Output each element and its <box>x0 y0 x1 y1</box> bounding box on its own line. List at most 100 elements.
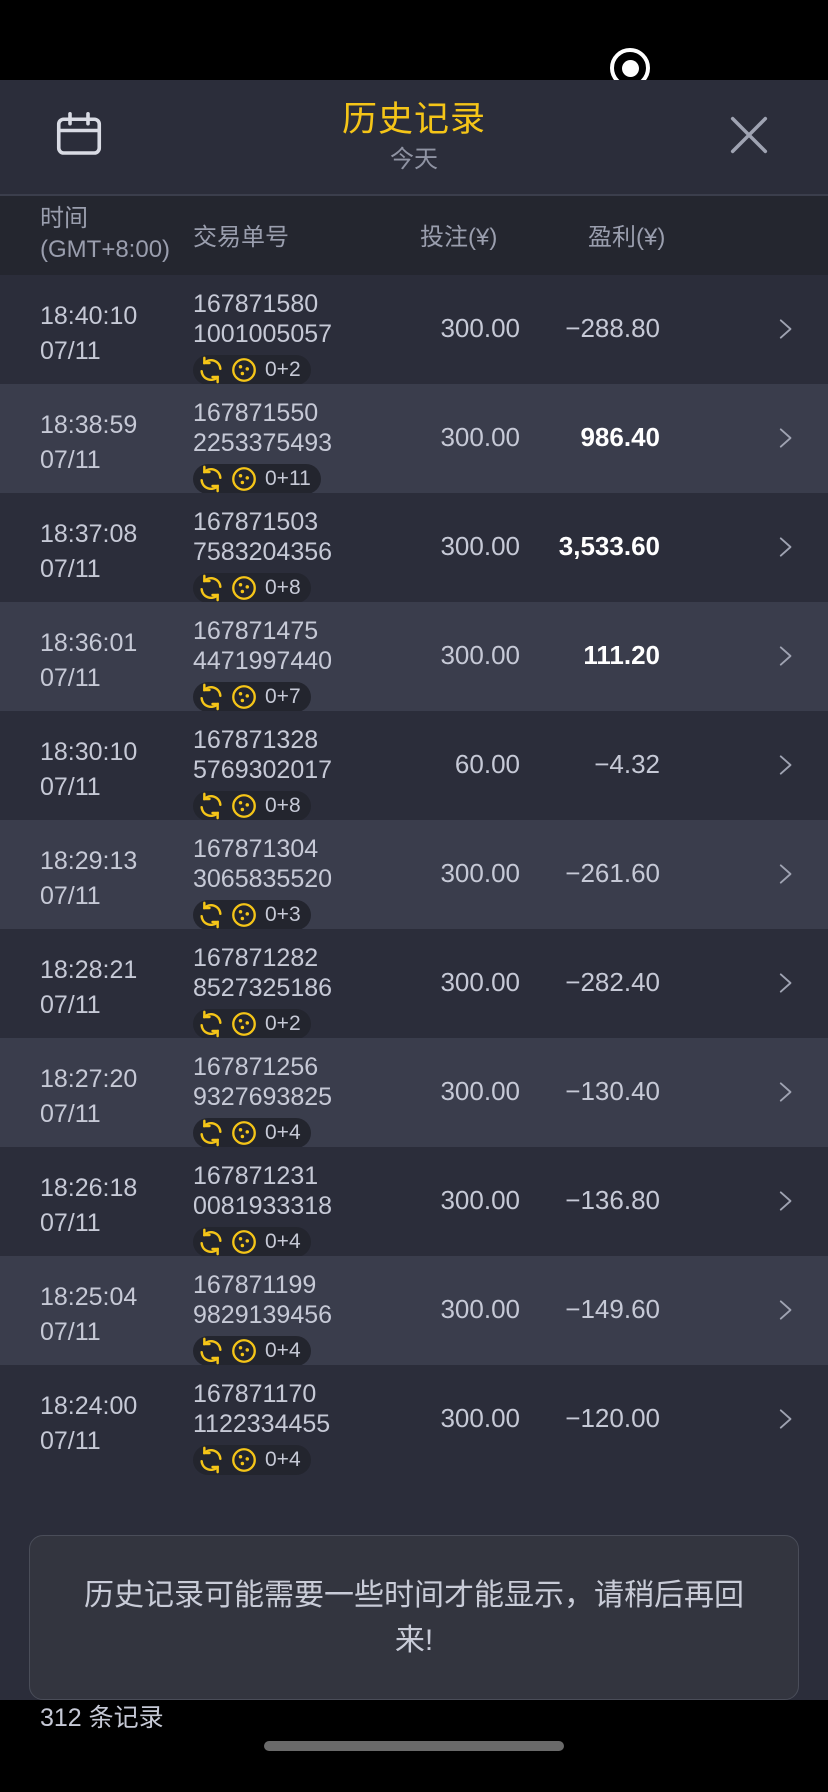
row-time: 18:24:00 07/11 <box>40 1389 190 1458</box>
row-badge[interactable]: 0+7 <box>193 682 311 712</box>
row-profit-amount: −149.60 <box>565 1294 660 1324</box>
row-badge[interactable]: 0+4 <box>193 1118 311 1148</box>
table-row[interactable]: 18:30:10 07/11 167871328 5769302017 0+8 60.00… <box>0 711 828 821</box>
row-badge[interactable]: 0+3 <box>193 900 311 930</box>
row-time: 18:25:04 07/11 <box>40 1280 190 1349</box>
row-order-line1: 167871199 <box>193 1271 317 1299</box>
row-time: 18:29:13 07/11 <box>40 844 190 913</box>
column-header-time-label: 时间 <box>40 205 88 232</box>
page-title: 历史记录 <box>341 100 486 139</box>
row-profit-amount: −136.80 <box>565 1185 660 1215</box>
chevron-right-icon[interactable] <box>766 636 802 676</box>
chevron-right-icon[interactable] <box>766 1399 802 1439</box>
table-column-headers: 时间 (GMT+8:00) 交易单号 投注(¥) 盈利(¥) <box>0 194 828 275</box>
chevron-right-icon[interactable] <box>766 745 802 785</box>
chevron-right-icon[interactable] <box>766 1072 802 1112</box>
row-time: 18:37:08 07/11 <box>40 517 190 586</box>
table-row[interactable]: 18:25:04 07/11 167871199 9829139456 0+4 300.0… <box>0 1256 828 1366</box>
row-badge[interactable]: 0+4 <box>193 1445 311 1475</box>
toast-notification: 历史记录可能需要一些时间才能显示，请稍后再回来! <box>29 1535 799 1700</box>
status-bar <box>0 0 828 88</box>
row-date-value: 07/11 <box>40 663 101 692</box>
row-badge-label: 0+7 <box>265 685 301 708</box>
table-row[interactable]: 18:40:10 07/11 167871580 1001005057 0+2 300.0… <box>0 275 828 385</box>
row-profit-amount: 3,533.60 <box>558 531 660 561</box>
row-badge-label: 0+4 <box>265 1230 301 1253</box>
table-row[interactable]: 18:28:21 07/11 167871282 8527325186 0+2 300.0… <box>0 929 828 1039</box>
table-row[interactable]: 18:38:59 07/11 167871550 2253375493 0+11 300.… <box>0 384 828 494</box>
page-title-block: 历史记录 今天 <box>342 102 486 172</box>
row-order: 167871304 3065835520 0+3 <box>193 834 408 934</box>
row-date-value: 07/11 <box>40 1426 101 1455</box>
scatter-icon <box>230 1010 258 1038</box>
refresh-icon <box>197 901 225 929</box>
row-order: 167871550 2253375493 0+11 <box>193 398 408 498</box>
row-time: 18:28:21 07/11 <box>40 953 190 1022</box>
row-badge[interactable]: 0+4 <box>193 1227 311 1257</box>
row-order-line1: 167871256 <box>193 1053 319 1081</box>
row-order-line1: 167871580 <box>193 290 319 318</box>
chevron-right-icon[interactable] <box>766 963 802 1003</box>
column-header-order: 交易单号 <box>193 224 289 251</box>
row-time: 18:40:10 07/11 <box>40 299 190 368</box>
scatter-icon <box>230 1446 258 1474</box>
row-order-line2: 9829139456 <box>193 1301 333 1329</box>
row-badge[interactable]: 0+11 <box>193 464 321 494</box>
home-bar[interactable] <box>264 1741 564 1751</box>
row-bet-amount: 300.00 <box>440 1294 520 1324</box>
calendar-button[interactable] <box>48 106 110 168</box>
row-badge[interactable]: 0+2 <box>193 1009 311 1039</box>
scatter-icon <box>230 574 258 602</box>
chevron-right-icon[interactable] <box>766 1290 802 1330</box>
calendar-icon <box>52 108 106 167</box>
row-order-line2: 1122334455 <box>193 1410 331 1438</box>
page-header: 历史记录 今天 <box>0 80 828 194</box>
scatter-icon <box>230 901 258 929</box>
row-time-value: 18:26:18 <box>40 1174 138 1202</box>
scatter-icon <box>230 683 258 711</box>
row-bet-amount: 300.00 <box>440 313 520 343</box>
row-badge[interactable]: 0+4 <box>193 1336 311 1366</box>
table-row[interactable]: 18:37:08 07/11 167871503 7583204356 0+8 300.0… <box>0 493 828 603</box>
table-row[interactable]: 18:27:20 07/11 167871256 9327693825 0+4 300.0… <box>0 1038 828 1148</box>
row-time-value: 18:40:10 <box>40 302 138 330</box>
row-profit-amount: −282.40 <box>565 967 660 997</box>
row-time-value: 18:28:21 <box>40 956 138 984</box>
table-row[interactable]: 18:26:18 07/11 167871231 0081933318 0+4 300.0… <box>0 1147 828 1257</box>
row-date-value: 07/11 <box>40 554 101 583</box>
chevron-right-icon[interactable] <box>766 309 802 349</box>
chevron-right-icon[interactable] <box>766 1181 802 1221</box>
row-order: 167871256 9327693825 0+4 <box>193 1052 408 1152</box>
chevron-right-icon[interactable] <box>766 854 802 894</box>
row-order-line2: 4471997440 <box>193 647 333 675</box>
row-badge[interactable]: 0+8 <box>193 791 311 821</box>
row-badge-label: 0+8 <box>265 794 301 817</box>
history-list[interactable]: 18:40:10 07/11 167871580 1001005057 0+2 300.0… <box>0 275 828 1700</box>
table-row[interactable]: 18:24:00 07/11 167871170 1122334455 0+4 300.0… <box>0 1365 828 1475</box>
row-badge-label: 0+4 <box>265 1121 301 1144</box>
row-order: 167871231 0081933318 0+4 <box>193 1161 408 1261</box>
row-badge[interactable]: 0+2 <box>193 355 311 385</box>
table-row[interactable]: 18:29:13 07/11 167871304 3065835520 0+3 300.0… <box>0 820 828 930</box>
chevron-right-icon[interactable] <box>766 527 802 567</box>
refresh-icon <box>197 1228 225 1256</box>
refresh-icon <box>197 683 225 711</box>
refresh-icon <box>197 356 225 384</box>
chevron-right-icon[interactable] <box>766 418 802 458</box>
row-time: 18:27:20 07/11 <box>40 1062 190 1131</box>
row-time-value: 18:30:10 <box>40 738 138 766</box>
row-profit-amount: −130.40 <box>565 1076 660 1106</box>
close-button[interactable] <box>712 100 786 174</box>
row-order-line2: 0081933318 <box>193 1192 333 1220</box>
row-badge[interactable]: 0+8 <box>193 573 311 603</box>
row-order-line1: 167871503 <box>193 508 319 536</box>
row-order-line1: 167871282 <box>193 944 319 972</box>
page-subtitle: 今天 <box>389 146 438 173</box>
refresh-icon <box>197 1010 225 1038</box>
table-row[interactable]: 18:36:01 07/11 167871475 4471997440 0+7 300.0… <box>0 602 828 712</box>
row-bet-amount: 300.00 <box>440 1403 520 1433</box>
column-header-timezone: (GMT+8:00) <box>40 235 171 263</box>
row-profit-amount: −288.80 <box>565 313 660 343</box>
refresh-icon <box>197 792 225 820</box>
row-order-line1: 167871475 <box>193 617 319 645</box>
